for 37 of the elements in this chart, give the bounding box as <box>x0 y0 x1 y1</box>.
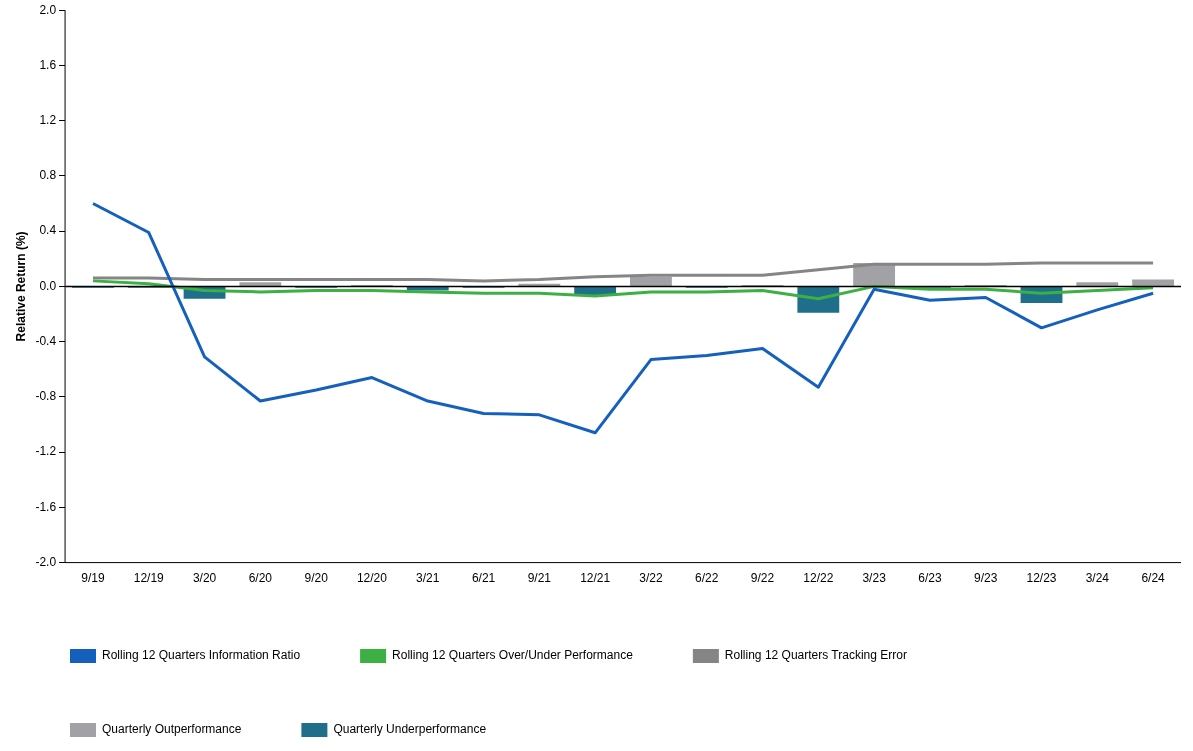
legend-label: Rolling 12 Quarters Tracking Error <box>724 648 907 663</box>
x-tick-label: 9/21 <box>527 571 552 586</box>
y-tick-label: 1.6 <box>39 57 57 72</box>
x-tick-label: 9/19 <box>81 571 105 586</box>
y-tick-label: -1.6 <box>35 499 57 514</box>
y-tick-label: 0.0 <box>39 278 57 293</box>
x-tick-label: 9/20 <box>304 571 329 586</box>
x-tick-label: 12/23 <box>1026 571 1057 586</box>
x-tick-label: 3/20 <box>192 571 217 586</box>
y-tick-label: 0.8 <box>39 168 57 183</box>
legend-label: Quarterly Outperformance <box>102 722 242 737</box>
y-tick-label: -2.0 <box>35 554 57 569</box>
x-tick-label: 3/21 <box>416 571 440 586</box>
x-tick-label: 12/22 <box>803 571 834 586</box>
y-tick-label: 1.2 <box>39 112 57 127</box>
x-tick-label: 3/23 <box>862 571 887 586</box>
x-tick-label: 6/20 <box>248 571 273 586</box>
x-tick-label: 9/22 <box>750 571 775 586</box>
legend-label: Rolling 12 Quarters Information Ratio <box>102 648 301 663</box>
x-tick-label: 12/20 <box>356 571 388 586</box>
x-tick-label: 3/24 <box>1085 571 1110 586</box>
y-axis-title: Relative Return (%) <box>13 231 28 342</box>
y-tick-label: 0.4 <box>39 223 57 238</box>
x-tick-label: 3/22 <box>639 571 663 586</box>
x-tick-label: 12/19 <box>133 571 165 586</box>
y-tick-label: -1.2 <box>35 444 57 459</box>
x-tick-label: 12/21 <box>580 571 611 586</box>
x-tick-label: 6/24 <box>1141 571 1166 586</box>
y-tick-label: 2.0 <box>39 2 57 17</box>
x-tick-label: 6/21 <box>471 571 496 586</box>
x-tick-label: 6/22 <box>695 571 719 586</box>
y-tick-label: -0.4 <box>35 333 57 348</box>
legend-label: Rolling 12 Quarters Over/Under Performance <box>392 648 634 663</box>
x-tick-label: 6/23 <box>918 571 942 586</box>
y-tick-label: -0.8 <box>35 389 57 404</box>
x-tick-label: 9/23 <box>974 571 998 586</box>
legend-label: Quarterly Underperformance <box>333 722 487 737</box>
